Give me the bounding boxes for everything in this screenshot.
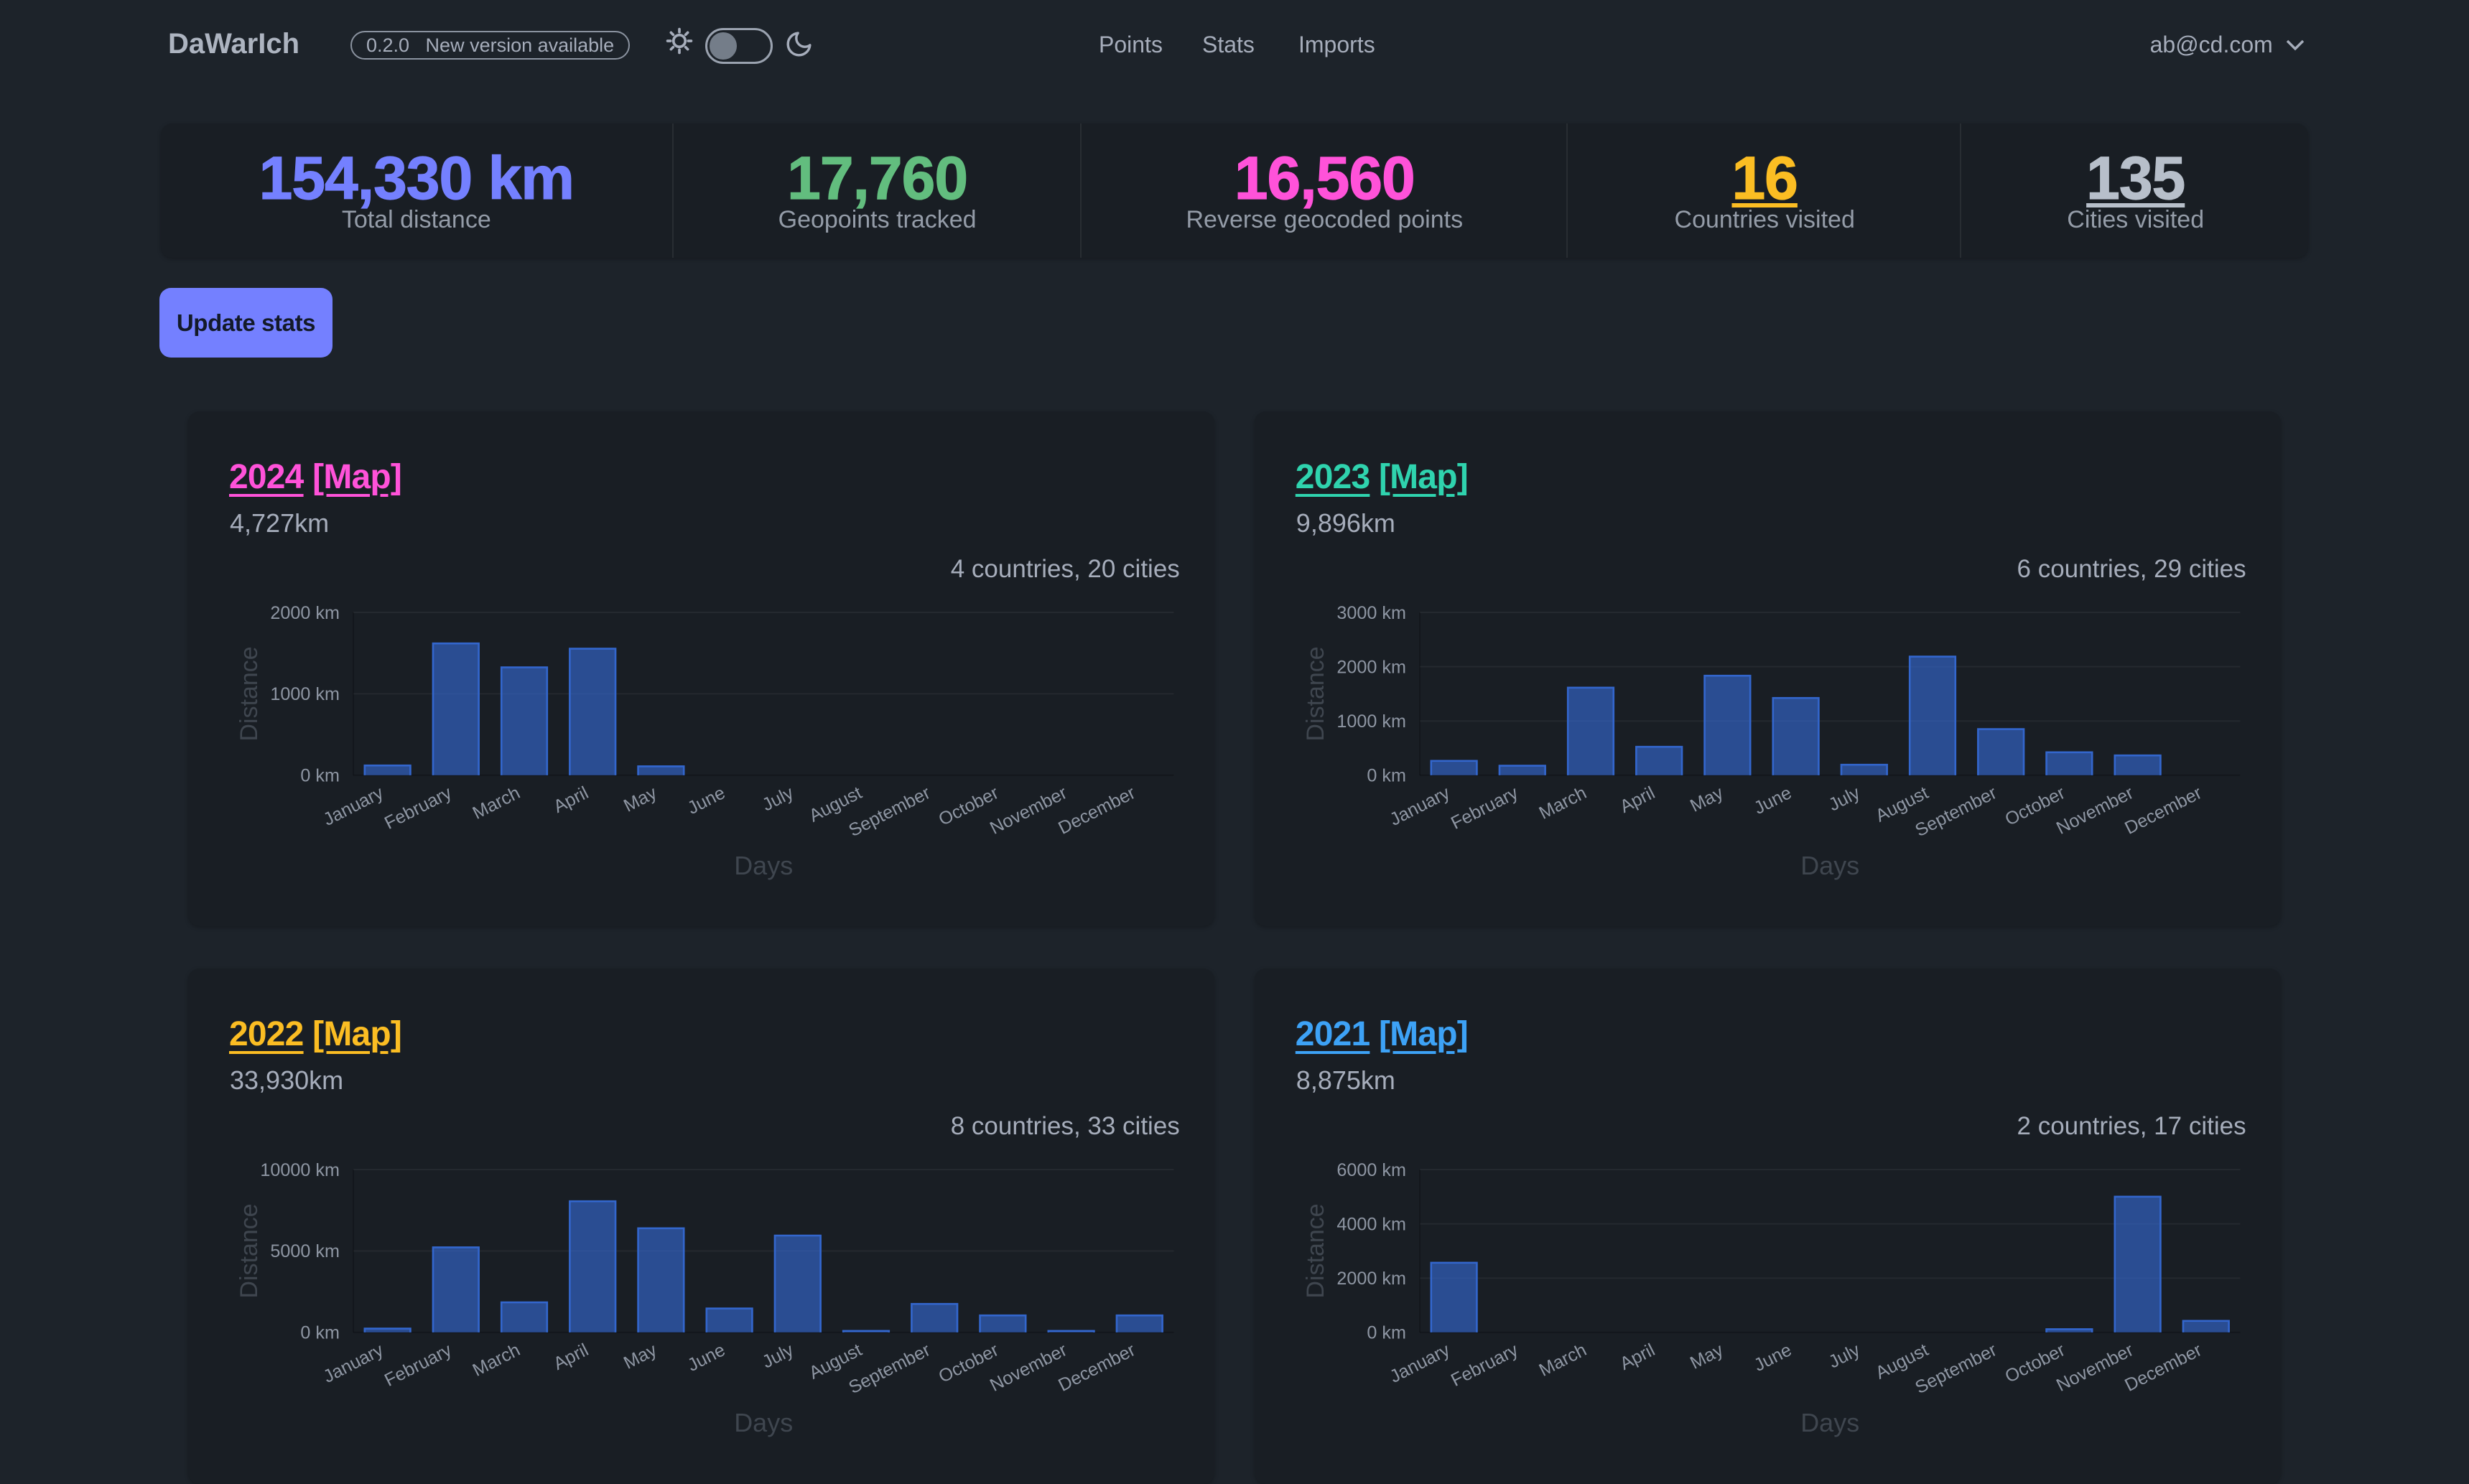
svg-text:April: April — [550, 783, 592, 817]
svg-text:5000 km: 5000 km — [270, 1242, 340, 1262]
svg-text:January: January — [320, 1340, 387, 1387]
svg-text:0 km: 0 km — [300, 766, 340, 786]
svg-text:6000 km: 6000 km — [1336, 1160, 1406, 1180]
svg-text:May: May — [1687, 783, 1726, 816]
svg-text:0 km: 0 km — [1367, 1323, 1406, 1343]
svg-text:Days: Days — [1800, 1408, 1859, 1437]
svg-text:November: November — [2053, 783, 2136, 839]
svg-text:Days: Days — [1800, 851, 1859, 880]
svg-text:Distance: Distance — [236, 646, 263, 741]
svg-text:April: April — [1617, 783, 1658, 817]
svg-text:February: February — [381, 783, 455, 834]
svg-text:January: January — [1387, 1340, 1454, 1387]
svg-text:3000 km: 3000 km — [1336, 603, 1406, 623]
svg-text:March: March — [470, 783, 524, 823]
svg-text:May: May — [620, 783, 660, 816]
svg-text:Distance: Distance — [1302, 646, 1329, 741]
svg-text:Distance: Distance — [1302, 1204, 1329, 1299]
svg-text:10000 km: 10000 km — [260, 1160, 340, 1180]
svg-text:Distance: Distance — [236, 1204, 263, 1299]
svg-text:January: January — [320, 783, 387, 830]
svg-text:April: April — [550, 1340, 592, 1375]
svg-text:July: July — [759, 1340, 797, 1372]
svg-text:Days: Days — [734, 851, 793, 880]
svg-text:December: December — [1055, 783, 1138, 839]
svg-text:February: February — [1448, 783, 1522, 834]
svg-text:March: March — [1535, 783, 1589, 823]
svg-text:4000 km: 4000 km — [1336, 1215, 1406, 1235]
svg-text:Days: Days — [734, 1408, 793, 1437]
svg-text:June: June — [1751, 783, 1795, 818]
svg-text:2000 km: 2000 km — [1336, 1269, 1406, 1289]
svg-text:November: November — [987, 1340, 1070, 1396]
svg-text:November: November — [2053, 1340, 2136, 1396]
svg-text:March: March — [1535, 1340, 1589, 1381]
svg-text:May: May — [1687, 1340, 1726, 1373]
svg-text:November: November — [987, 783, 1070, 839]
svg-text:December: December — [2121, 1340, 2205, 1396]
svg-text:June: June — [684, 783, 728, 818]
svg-text:June: June — [1751, 1340, 1795, 1376]
svg-text:0 km: 0 km — [1367, 766, 1406, 786]
svg-text:1000 km: 1000 km — [270, 684, 340, 704]
svg-text:April: April — [1617, 1340, 1658, 1375]
svg-text:1000 km: 1000 km — [1336, 711, 1406, 732]
svg-text:June: June — [684, 1340, 728, 1376]
svg-text:May: May — [620, 1340, 660, 1373]
svg-text:2000 km: 2000 km — [1336, 657, 1406, 677]
svg-text:July: July — [1826, 1340, 1864, 1372]
svg-text:July: July — [759, 783, 797, 815]
svg-text:January: January — [1387, 783, 1454, 830]
svg-text:July: July — [1826, 783, 1864, 815]
svg-text:December: December — [1055, 1340, 1138, 1396]
svg-text:March: March — [470, 1340, 524, 1381]
svg-text:December: December — [2121, 783, 2205, 839]
svg-text:2000 km: 2000 km — [270, 603, 340, 623]
svg-text:0 km: 0 km — [300, 1323, 340, 1343]
